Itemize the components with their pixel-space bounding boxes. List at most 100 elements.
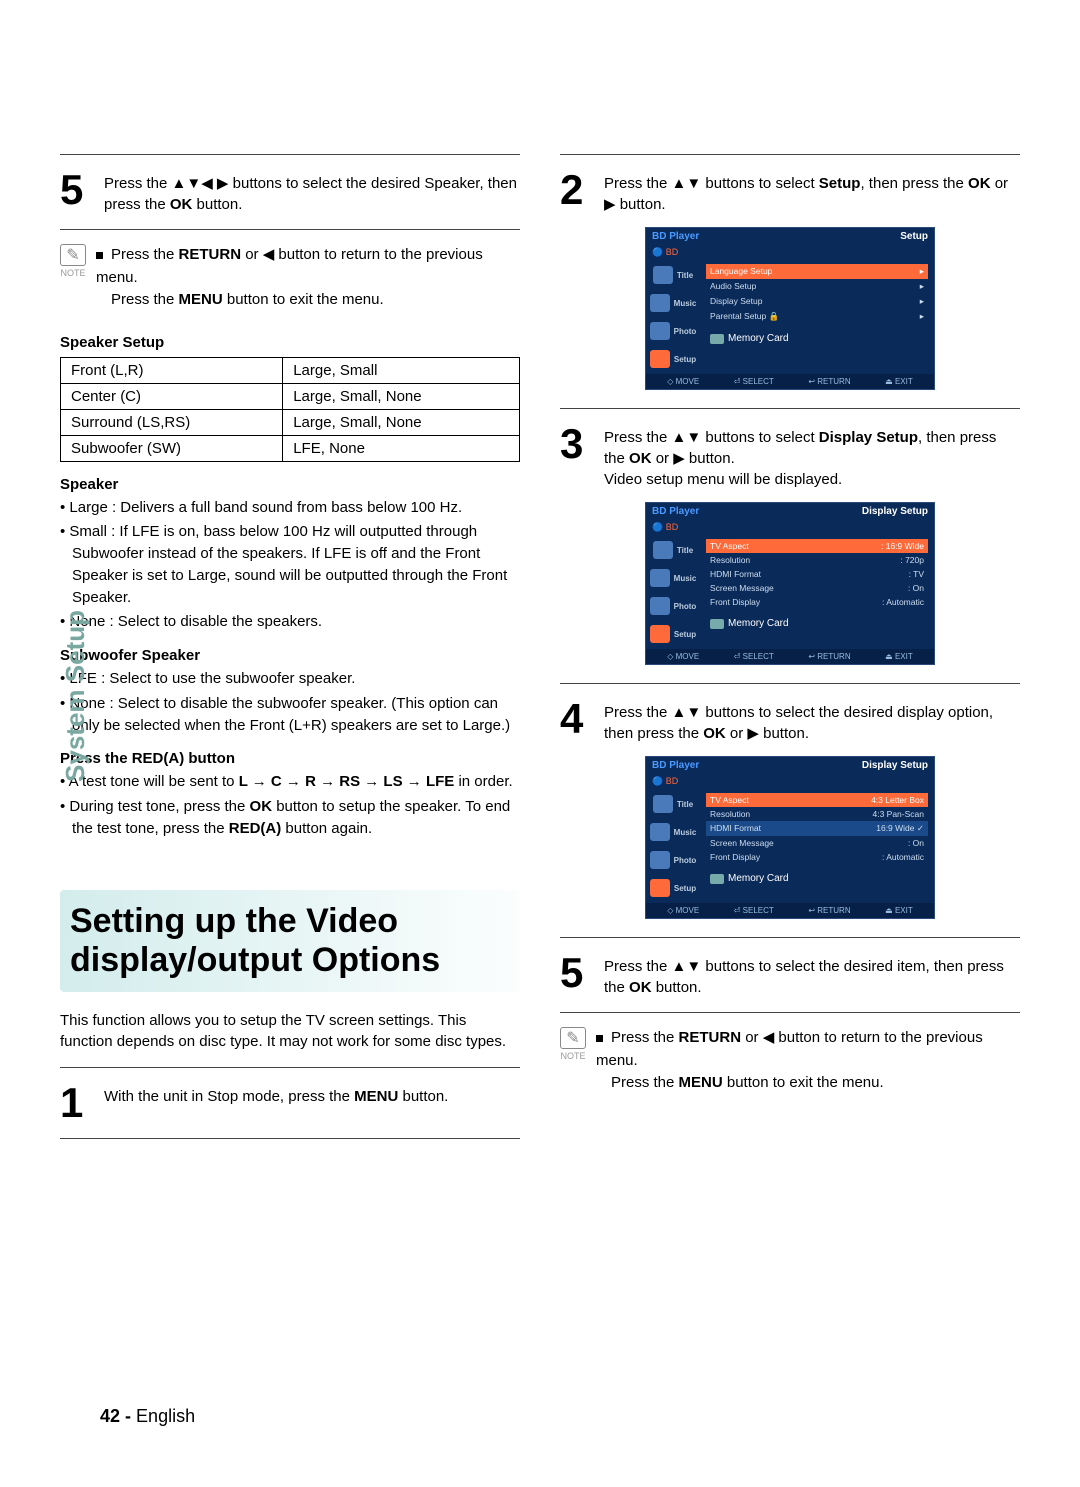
table-row: Front (L,R)Large, Small (61, 357, 520, 383)
step-number: 5 (60, 169, 94, 211)
osd-row: Display Setup▸ (706, 294, 928, 309)
heading-text: Setting up the Video display/output Opti… (70, 902, 510, 980)
osd-side-icon (653, 541, 673, 559)
osd-side-label: Title (677, 546, 693, 555)
page-number: 42 - (100, 1406, 131, 1426)
divider (60, 1067, 520, 1068)
list-item: LFE : Select to use the subwoofer speake… (60, 668, 520, 690)
osd-sidebar: Title Music Photo Setup (646, 789, 700, 903)
osd-header: BD PlayerDisplay Setup (646, 757, 934, 774)
osd-foot-item: ↩ RETURN (808, 377, 850, 386)
step-1: 1 With the unit in Stop mode, press the … (60, 1082, 520, 1124)
osd-memory-card: Memory Card (706, 330, 928, 347)
step-text: Press the ▲▼ buttons to select Setup, th… (604, 169, 1020, 215)
table-cell: Front (L,R) (61, 357, 283, 383)
divider (560, 683, 1020, 684)
osd-side-icon (650, 322, 670, 340)
speaker-subtitle: Speaker (60, 476, 520, 493)
step-number: 3 (560, 423, 594, 465)
osd-side-icon (650, 569, 670, 587)
page-language: English (136, 1406, 195, 1426)
osd-side-icon (650, 823, 670, 841)
osd-foot-item: ◇ MOVE (667, 377, 699, 386)
list-item: Small : If LFE is on, bass below 100 Hz … (60, 521, 520, 608)
osd-foot-item: ◇ MOVE (667, 652, 699, 661)
note-block: ✎ NOTE Press the RETURN or ◀ button to r… (560, 1027, 1020, 1095)
osd-side-label: Photo (674, 856, 697, 865)
osd-side-icon (653, 266, 673, 284)
osd-foot-item: ⏎ SELECT (734, 377, 774, 386)
divider (560, 937, 1020, 938)
osd-side-icon (650, 851, 670, 869)
bullet-icon (96, 252, 103, 259)
osd-header: BD PlayerDisplay Setup (646, 503, 934, 520)
osd-tab: 🔵 BD (646, 245, 934, 260)
table-cell: Surround (LS,RS) (61, 409, 283, 435)
osd-foot-item: ⏎ SELECT (734, 652, 774, 661)
step-number: 4 (560, 698, 594, 740)
osd-body: TitleMusicPhotoSetup Language Setup▸Audi… (646, 260, 934, 374)
osd-memory-card: Memory Card (706, 615, 928, 632)
table-row: Subwoofer (SW)LFE, None (61, 435, 520, 461)
table-cell: Center (C) (61, 383, 283, 409)
osd-side-label: Photo (674, 327, 697, 336)
osd-side-label: Music (674, 574, 697, 583)
divider (560, 154, 1020, 155)
section-vertical-label: System Setup (60, 610, 91, 782)
osd-foot-item: ⏏ EXIT (885, 906, 913, 915)
table-cell: Large, Small, None (283, 383, 520, 409)
right-column: 2 Press the ▲▼ buttons to select Setup, … (560, 140, 1020, 1153)
osd-side-icon (650, 625, 670, 643)
list-item: Large : Delivers a full band sound from … (60, 497, 520, 519)
speaker-setup-table: Front (L,R)Large, SmallCenter (C)Large, … (60, 357, 520, 462)
osd-side-label: Music (674, 828, 697, 837)
osd-body: TitleMusicPhotoSetup TV Aspect: 16:9 Wid… (646, 535, 934, 649)
step-5-right: 5 Press the ▲▼ buttons to select the des… (560, 952, 1020, 998)
step-2: 2 Press the ▲▼ buttons to select Setup, … (560, 169, 1020, 215)
note-icon-wrap: ✎ NOTE (560, 1027, 586, 1061)
osd-row: TV Aspect4:3 Letter Box (706, 793, 928, 807)
table-cell: LFE, None (283, 435, 520, 461)
step-text: Press the ▲▼ buttons to select the desir… (604, 952, 1020, 998)
osd-row: Front Display: Automatic (706, 595, 928, 609)
osd-row: Resolution4:3 Pan-Scan (706, 807, 928, 821)
divider (560, 408, 1020, 409)
note-label: NOTE (60, 268, 85, 278)
osd-row: HDMI Format: TV (706, 567, 928, 581)
list-item: During test tone, press the OK button to… (60, 796, 520, 840)
osd-footer: ◇ MOVE⏎ SELECT↩ RETURN⏏ EXIT (646, 903, 934, 918)
divider (60, 229, 520, 230)
table-cell: Subwoofer (SW) (61, 435, 283, 461)
divider (560, 1012, 1020, 1013)
osd-row: Screen Message: On (706, 581, 928, 595)
osd-side-label: Photo (674, 602, 697, 611)
note-body: Press the RETURN or ◀ button to return t… (596, 1027, 1020, 1095)
osd-footer: ◇ MOVE⏎ SELECT↩ RETURN⏏ EXIT (646, 649, 934, 664)
osd-side-label: Title (677, 800, 693, 809)
osd-screenshot-tv-aspect: BD PlayerDisplay Setup 🔵 BD Title Music Ph… (645, 756, 935, 919)
red-list: A test tone will be sent to L → C → R → … (60, 771, 520, 839)
osd-foot-item: ↩ RETURN (808, 652, 850, 661)
red-button-subtitle: Press the RED(A) button (60, 750, 520, 767)
osd-row: Resolution: 720p (706, 553, 928, 567)
subwoofer-list: LFE : Select to use the subwoofer speake… (60, 668, 520, 736)
osd-side-label: Setup (674, 884, 696, 893)
osd-side-label: Setup (674, 355, 696, 364)
note-icon: ✎ (60, 244, 86, 266)
page-footer: 42 - English (100, 1406, 195, 1427)
osd-row: HDMI Format16:9 Wide ✓ (706, 821, 928, 836)
note-icon: ✎ (560, 1027, 586, 1049)
osd-tab: 🔵 BD (646, 774, 934, 789)
note-line: Press the MENU button to exit the menu. (596, 1072, 1020, 1095)
osd-row: TV Aspect: 16:9 Wide (706, 539, 928, 553)
list-item: A test tone will be sent to L → C → R → … (60, 771, 520, 793)
step-text: Press the ▲▼ buttons to select Display S… (604, 423, 1020, 490)
note-body: Press the RETURN or ◀ button to return t… (96, 244, 520, 312)
osd-body: Title Music Photo Setup TV Aspect4:3 Letter… (646, 789, 934, 903)
osd-side-icon (650, 294, 670, 312)
osd-row: Front Display: Automatic (706, 850, 928, 864)
osd-foot-item: ⏎ SELECT (734, 906, 774, 915)
note-line: Press the MENU button to exit the menu. (96, 289, 520, 312)
speaker-setup-title: Speaker Setup (60, 334, 520, 351)
divider (60, 1138, 520, 1139)
